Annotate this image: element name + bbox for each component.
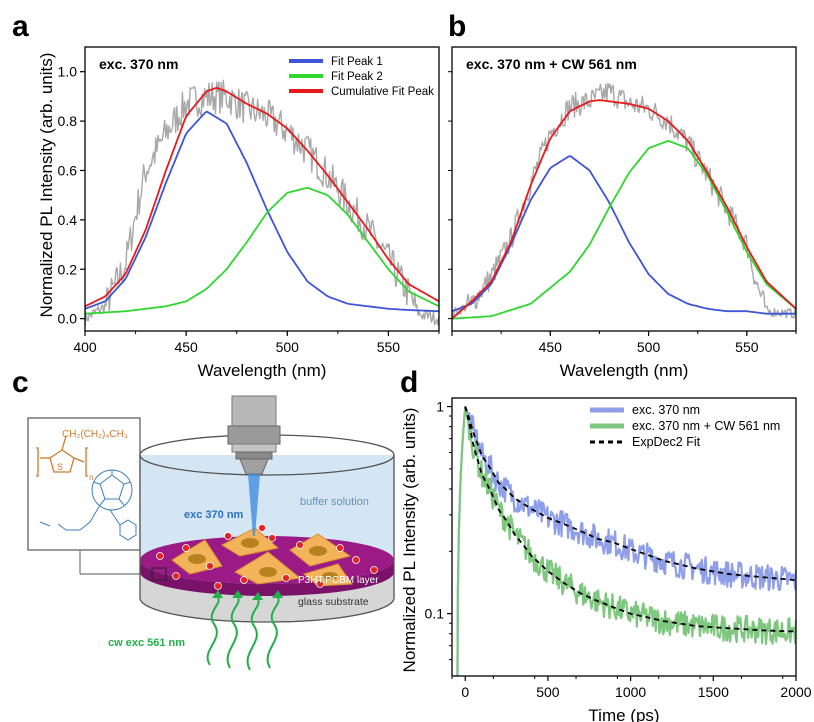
- series-line-exc-370-nm: [456, 406, 796, 676]
- glass-label: glass substrate: [298, 596, 369, 608]
- panel-annotation: exc. 370 nm: [99, 56, 178, 72]
- plot-area: [85, 79, 439, 326]
- cw-label: cw exc 561 nm: [108, 637, 185, 649]
- series-line-cumulative-fit-peak: [452, 99, 796, 320]
- y-tick-label: 0.0: [58, 311, 78, 327]
- plot-area: [456, 406, 796, 676]
- series-line-data-3: [464, 406, 796, 633]
- panel-a-plot: 400 450 500 550 0.0 0.2 0.4 0.6 0.8 1.0 Wavelength…: [58, 46, 440, 380]
- panel-annotation: exc. 370 nm + CW 561 nm: [466, 56, 637, 72]
- schematic: CH₂(CH₂)₄CH₃ S n: [27, 395, 395, 671]
- x-tick-label: 450: [174, 339, 198, 355]
- legend-label: Fit Peak 2: [331, 71, 383, 83]
- x-tick-label: 1000: [615, 684, 646, 700]
- legend-label: ExpDec2 Fit: [632, 435, 701, 449]
- x-axis-label: Wavelength (nm): [560, 361, 689, 380]
- exc-label: exc 370 nm: [184, 509, 244, 521]
- x-tick-label: 450: [539, 339, 563, 355]
- legend-label: Fit Peak 1: [331, 56, 383, 68]
- series-line-fit-peak-1: [452, 155, 796, 315]
- series-line-fit-peak-2: [85, 186, 439, 315]
- y-tick-label: 1.0: [58, 64, 78, 80]
- particles: [156, 524, 378, 590]
- series-line-data-3: [452, 82, 796, 319]
- panel-label-c: c: [12, 366, 29, 399]
- y-tick-label: 0.6: [58, 162, 78, 178]
- chem-formula: CH₂(CH₂)₄CH₃: [62, 429, 128, 440]
- x-tick-label: 550: [735, 339, 759, 355]
- panel-label-a: a: [12, 10, 29, 43]
- nuclei: [188, 538, 338, 580]
- y-tick-label: 0.1: [425, 606, 445, 622]
- series-line-data-3: [85, 79, 439, 326]
- legend-label: exc. 370 nm + CW 561 nm: [632, 419, 780, 433]
- panel-label-b: b: [448, 10, 466, 43]
- x-tick-label: 500: [276, 339, 300, 355]
- legend-label: exc. 370 nm: [632, 403, 700, 417]
- y-axis-label-ab: Normalized PL Intensity (arb. units): [37, 53, 56, 318]
- cw-excitation-waves: [206, 590, 283, 671]
- zoom-region: [151, 567, 167, 581]
- objective-lens: [227, 395, 281, 475]
- p3ht-structure: [36, 435, 88, 477]
- plot-area: [452, 82, 796, 320]
- x-axis-label: Wavelength (nm): [198, 361, 327, 380]
- y-axis-label-d: Normalized PL Intensity (arb. units): [400, 408, 419, 673]
- series-line-fit-peak-1: [85, 110, 439, 313]
- x-axis-label: Time (ps): [588, 706, 659, 722]
- chem-sulfur: S: [57, 462, 63, 472]
- layer-edge: [140, 560, 394, 596]
- series-line-cumulative-fit-peak: [85, 87, 439, 308]
- panel-b-plot: 450 500 550 Wavelength (nm) exc. 370 nm + CW…: [448, 46, 797, 380]
- axes-frame: [84, 46, 440, 332]
- panel-d-plot: 0 500 1000 1500 2000 0.1 1 Time (ps) exc. 370 nm…: [425, 397, 812, 722]
- series-line-expdec2-fit: [464, 406, 796, 582]
- y-tick-label: 0.4: [58, 212, 78, 228]
- x-tick-label: 0: [461, 684, 469, 700]
- x-tick-label: 500: [637, 339, 661, 355]
- x-tick-label: 400: [73, 339, 97, 355]
- y-tick-label: 1: [436, 399, 444, 415]
- layer-label: P3HT:PCBM layer: [298, 575, 379, 586]
- x-tick-label: 1500: [698, 684, 729, 700]
- series-line-exc-370-nm-cw-561-nm: [456, 406, 796, 676]
- legend-label: Cumulative Fit Peak: [331, 86, 434, 98]
- buffer-label: buffer solution: [300, 496, 369, 508]
- x-tick-label: 550: [377, 339, 401, 355]
- y-tick-label: 0.8: [58, 113, 78, 129]
- x-tick-label: 2000: [780, 684, 811, 700]
- x-tick-label: 500: [536, 684, 560, 700]
- y-tick-label: 0.2: [58, 261, 78, 277]
- panel-label-d: d: [400, 366, 418, 399]
- axes-frame: [451, 46, 797, 332]
- axes-frame: [451, 397, 797, 677]
- series-line-fit-peak-2: [452, 140, 796, 320]
- chem-n: n: [89, 473, 93, 482]
- chem-structure-box: [27, 417, 141, 551]
- excitation-beam: [248, 474, 260, 536]
- pcbm-structure: [39, 469, 137, 541]
